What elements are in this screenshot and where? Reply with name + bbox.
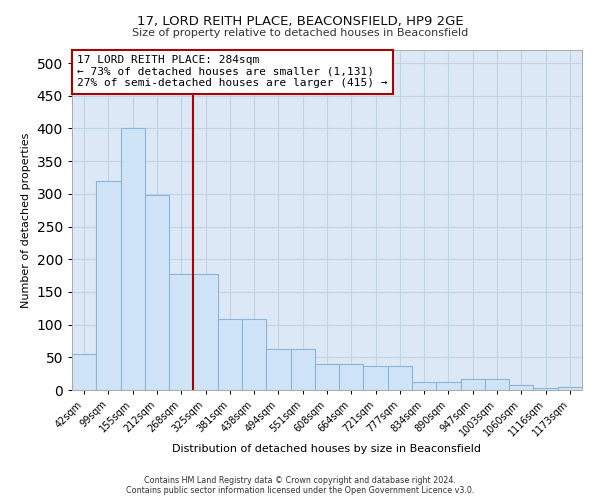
Bar [266, 349, 290, 390]
Bar [290, 349, 315, 390]
Bar [145, 195, 169, 390]
Bar [388, 366, 412, 390]
Bar [436, 382, 461, 390]
Bar [461, 379, 485, 390]
Bar [339, 364, 364, 390]
Bar [364, 366, 388, 390]
Bar [242, 320, 266, 390]
Y-axis label: Number of detached properties: Number of detached properties [21, 132, 31, 308]
Text: 17, LORD REITH PLACE, BEACONSFIELD, HP9 2GE: 17, LORD REITH PLACE, BEACONSFIELD, HP9 … [137, 15, 463, 28]
Text: 17 LORD REITH PLACE: 284sqm
← 73% of detached houses are smaller (1,131)
27% of : 17 LORD REITH PLACE: 284sqm ← 73% of det… [77, 55, 388, 88]
Bar [121, 128, 145, 390]
Bar [218, 320, 242, 390]
Text: Contains HM Land Registry data © Crown copyright and database right 2024.
Contai: Contains HM Land Registry data © Crown c… [126, 476, 474, 495]
Bar [558, 386, 582, 390]
Bar [485, 379, 509, 390]
Text: Size of property relative to detached houses in Beaconsfield: Size of property relative to detached ho… [132, 28, 468, 38]
Bar [193, 274, 218, 390]
Bar [169, 274, 193, 390]
Bar [509, 385, 533, 390]
Bar [96, 181, 121, 390]
X-axis label: Distribution of detached houses by size in Beaconsfield: Distribution of detached houses by size … [173, 444, 482, 454]
Bar [315, 364, 339, 390]
Bar [412, 382, 436, 390]
Bar [533, 388, 558, 390]
Bar [72, 354, 96, 390]
